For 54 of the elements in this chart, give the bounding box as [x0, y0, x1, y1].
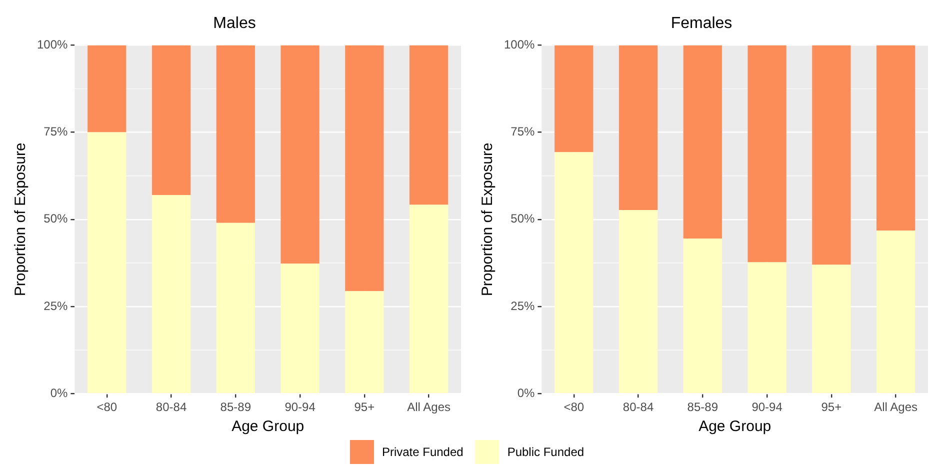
y-axis-title: Proportion of Exposure: [479, 142, 496, 296]
bar: [409, 45, 448, 205]
legend-label: Public Funded: [507, 445, 584, 459]
y-tick-label: 25%: [510, 298, 536, 313]
bar: [554, 45, 594, 152]
y-tick-label: 25%: [44, 298, 68, 313]
bar: [618, 210, 658, 393]
x-tick-label: 85-89: [220, 400, 252, 414]
x-tick-label: All Ages: [407, 400, 450, 414]
y-tick-label: 100%: [36, 38, 68, 52]
bar: [748, 262, 786, 393]
bar: [280, 45, 320, 264]
x-tick-label: 95+: [354, 400, 375, 414]
bar: [876, 45, 916, 231]
x-tick-label: 90-94: [752, 400, 783, 414]
chart-title: Males: [213, 15, 256, 32]
bar: [345, 45, 384, 292]
x-axis-title: Age Group: [698, 418, 772, 436]
bar: [88, 132, 126, 393]
bar: [876, 230, 916, 393]
x-axis-title: Age Group: [232, 418, 304, 436]
legend-label: Private Funded: [382, 445, 464, 459]
x-tick-label: 80-84: [622, 400, 654, 414]
bar: [216, 222, 255, 393]
bar: [618, 45, 658, 210]
bar: [152, 195, 191, 393]
x-tick-label: <80: [96, 400, 118, 414]
x-tick-label: 90-94: [284, 400, 316, 414]
y-tick-label: 0%: [50, 386, 68, 400]
y-tick-label: 50%: [510, 212, 536, 226]
x-tick-label: 80-84: [156, 400, 187, 414]
y-tick-label: 0%: [517, 386, 536, 400]
y-tick-label: 50%: [44, 212, 68, 226]
x-tick-label: <80: [564, 400, 584, 414]
y-axis-title: Proportion of Exposure: [12, 142, 30, 296]
bar: [409, 204, 448, 393]
bar: [152, 45, 191, 196]
bar: [683, 238, 722, 393]
bar: [812, 45, 851, 265]
bar: [345, 291, 384, 393]
bar: [683, 45, 722, 239]
y-tick-label: 75%: [510, 124, 536, 139]
bar: [280, 264, 320, 393]
y-tick-label: 100%: [504, 38, 536, 52]
bar: [88, 45, 126, 132]
chart-title: Females: [670, 15, 732, 32]
y-tick-label: 75%: [44, 124, 68, 139]
x-tick-label: All Ages: [874, 400, 918, 414]
x-tick-label: 85-89: [687, 400, 718, 414]
bar: [216, 45, 255, 223]
bar: [554, 152, 594, 393]
bar: [812, 264, 851, 393]
x-tick-label: 95+: [821, 400, 842, 414]
bar: [748, 45, 786, 262]
